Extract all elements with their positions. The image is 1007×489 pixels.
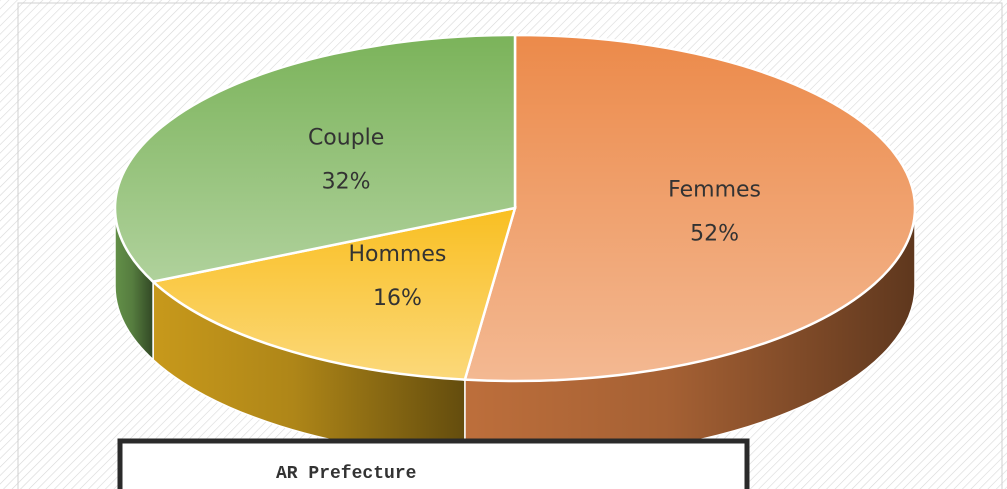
- slice-label: Hommes: [349, 242, 447, 267]
- slice-highlight: [463, 33, 917, 383]
- annotation-text: AR Prefecture: [276, 464, 416, 484]
- chart-border: [17, 2, 1003, 489]
- annotation-box: [117, 438, 750, 489]
- slice-highlight: [113, 33, 517, 284]
- slice-value-label: 32%: [322, 170, 371, 195]
- slice-value-label: 16%: [373, 286, 422, 311]
- slice-label: Femmes: [668, 177, 761, 202]
- slice-highlight: [150, 206, 517, 381]
- pie: Femmes 52% Hommes 16% Couple 32%: [113, 33, 917, 460]
- slice-label: Couple: [308, 126, 384, 151]
- slice-value-label: 52%: [690, 221, 739, 246]
